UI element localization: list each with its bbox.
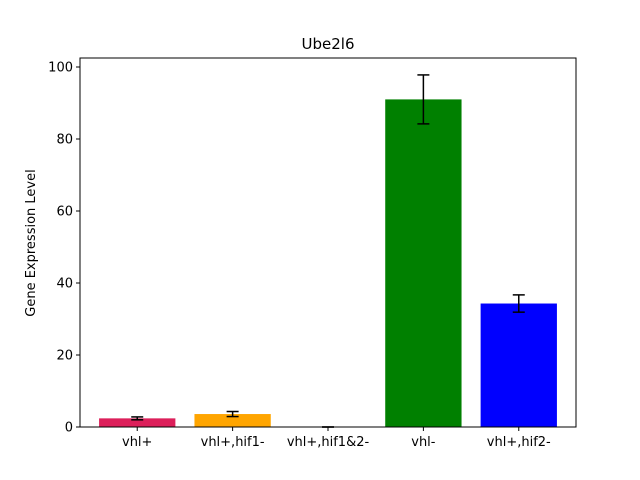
bar-0 (99, 418, 176, 427)
x-tick-label-0: vhl+ (122, 435, 152, 450)
y-tick-label-1: 20 (56, 349, 73, 364)
x-tick-label-4: vhl+,hif2- (487, 435, 551, 450)
ticks-layer: 0 20 40 60 80 100 vhl+ vhl+,hif1- vhl+,hif1&2- vh… (48, 61, 551, 451)
x-tick-label-1: vhl+,hif1- (201, 435, 265, 450)
error-bar-1 (226, 410, 239, 418)
x-tick-label-2: vhl+,hif1&2- (287, 435, 370, 450)
bar-1 (194, 414, 271, 427)
bar-3 (385, 99, 462, 428)
bars-layer (99, 99, 557, 428)
bar-4 (480, 303, 557, 427)
error-bar-3 (417, 74, 430, 125)
y-axis-label: Gene Expression Level (24, 169, 39, 316)
y-tick-label-5: 100 (48, 61, 73, 76)
x-tick-label-3: vhl- (411, 435, 436, 450)
error-bar-4 (512, 294, 525, 313)
y-tick-label-0: 0 (65, 421, 73, 436)
y-tick-label-4: 80 (56, 133, 73, 148)
error-bars-layer (131, 74, 525, 428)
y-tick-label-3: 60 (56, 205, 73, 220)
y-tick-label-2: 40 (56, 277, 73, 292)
chart-title: Ube2l6 (302, 35, 355, 53)
error-bar-0 (131, 416, 144, 421)
